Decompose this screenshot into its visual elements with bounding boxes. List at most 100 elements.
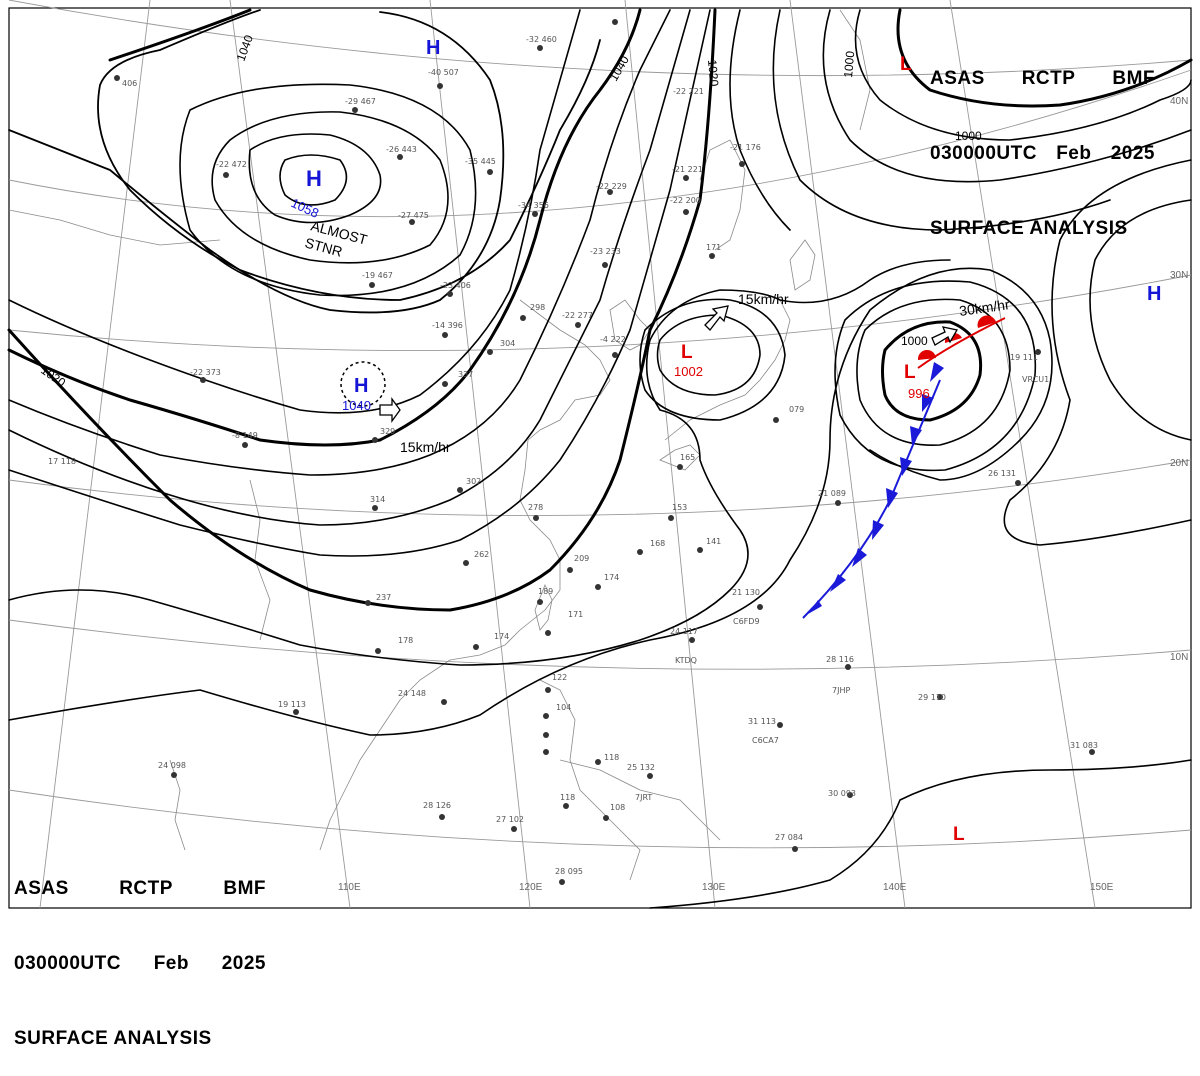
isobar-1008-east (834, 280, 1037, 472)
station-marker (835, 500, 841, 506)
station-s20: -23 233 (590, 247, 621, 256)
header-bottom-year: 2025 (221, 953, 266, 974)
longitude-label: 110E (338, 882, 361, 893)
station-marker (697, 547, 703, 553)
header-bottom-line3: SURFACE ANALYSIS (14, 1026, 266, 1051)
coast-china-north (519, 299, 611, 441)
station-marker (773, 417, 779, 423)
station-marker (545, 687, 551, 693)
station-marker (442, 381, 448, 387)
ship-label: C6FD9 (733, 617, 760, 626)
header-bottom-time: 030000UTC (14, 953, 121, 974)
warm-front-line (917, 317, 1006, 369)
isobar-labels: 1040 1040 1020 1020 1000 1000 1000 (38, 33, 982, 390)
isobar-1040 (7, 8, 642, 447)
isobar-1058-inner (279, 154, 348, 206)
station-s32: 237 (376, 593, 391, 602)
isobar-1020 (7, 8, 717, 612)
cold-front-line (802, 379, 941, 619)
isobar-1032 (8, 9, 671, 476)
isobar-label: 1040 (606, 53, 632, 83)
header-bottom-agency: ASAS (14, 878, 69, 899)
station-marker (437, 83, 443, 89)
station-marker (171, 772, 177, 778)
ship-label: 7JRT (635, 793, 652, 802)
cold-front-triangle (910, 426, 922, 445)
station-s49: 29 110 (918, 693, 946, 702)
cold-front (802, 362, 944, 619)
station-s7: -27 475 (398, 211, 429, 220)
station-s41: 153 (672, 503, 687, 512)
coast-philippines-south (559, 759, 721, 841)
coast-taiwan (534, 583, 553, 631)
station-marker (683, 175, 689, 181)
ship-label: VRCU1 (1022, 375, 1049, 384)
isobar-1008 (639, 298, 786, 421)
high-center-marker: H (306, 166, 322, 191)
station-marker (567, 567, 573, 573)
cold-front-triangle (900, 457, 912, 476)
header-bottom: ASAS RCTP BMF 030000UTC Feb 2025 SURFACE… (14, 826, 266, 1076)
station-marker (375, 648, 381, 654)
coast-indochina (319, 659, 451, 851)
high-dashed-circle (340, 361, 386, 407)
header-top-code: BMF (1112, 68, 1155, 89)
coast-sakhalin (699, 139, 746, 251)
warm-front-semicircle (917, 349, 936, 360)
isobar-1052 (211, 111, 449, 264)
station-s48: 28 116 (826, 655, 854, 664)
station-s3: -29 467 (345, 97, 376, 106)
station-marker (511, 826, 517, 832)
axis-labels: 110E 120E 130E 140E 150E 40N 30N 20N 10N (338, 96, 1188, 893)
station-marker (1015, 480, 1021, 486)
station-s5: -35 445 (465, 157, 496, 166)
station-s39: 168 (650, 539, 665, 548)
station-marker (372, 437, 378, 443)
motion-label: 15km/hr (400, 439, 451, 455)
high-center-value: 1058 (289, 195, 322, 221)
station-s2: -40 507 (428, 68, 459, 77)
station-marker (739, 161, 745, 167)
isobar-label: 1000 (841, 50, 857, 78)
station-s24: -21 221 (672, 165, 703, 174)
station-marker (1089, 749, 1095, 755)
low-center-marker: L (953, 824, 965, 845)
station-marker (845, 664, 851, 670)
header-bottom-station: RCTP (119, 878, 173, 899)
station-s10: -14 396 (432, 321, 463, 330)
station-s67: -22 221 (673, 87, 704, 96)
isobar-1008-north (772, 9, 1111, 231)
latitude-label: 30N (1170, 270, 1188, 281)
station-s33: 178 (398, 636, 413, 645)
station-marker (114, 75, 120, 81)
station-s60: 118 (560, 793, 575, 802)
isobar-1056 (248, 133, 382, 224)
station-s18: 304 (500, 339, 515, 348)
latitude-line-30n (8, 274, 1192, 352)
latitude-label: 40N (1170, 96, 1188, 107)
station-marker (537, 599, 543, 605)
longitude-label: 130E (702, 882, 726, 893)
isobar-1044 (97, 9, 601, 301)
station-marker (533, 515, 539, 521)
station-marker (595, 759, 601, 765)
header-top-agency: ASAS (930, 68, 985, 89)
station-s1: 406 (122, 79, 137, 88)
station-s13: -8 149 (232, 431, 258, 440)
station-marker (352, 107, 358, 113)
header-bottom-code: BMF (223, 878, 266, 899)
coast-japan-honshu (664, 299, 791, 441)
station-s15: 329 (380, 427, 395, 436)
longitude-line-150e (949, 0, 1096, 909)
header-top-year: 2025 (1110, 143, 1155, 164)
station-marker (563, 803, 569, 809)
coast-hokkaido (789, 239, 816, 291)
isobars (7, 8, 1193, 909)
header-bottom-line2: 030000UTC Feb 2025 (14, 951, 266, 976)
station-s63: 118 (604, 753, 619, 762)
station-s52: 30 093 (828, 789, 856, 798)
isobar-1000 (881, 320, 983, 422)
station-marker (792, 846, 798, 852)
station-marker (372, 505, 378, 511)
isobar-label: 1000 (901, 334, 928, 348)
